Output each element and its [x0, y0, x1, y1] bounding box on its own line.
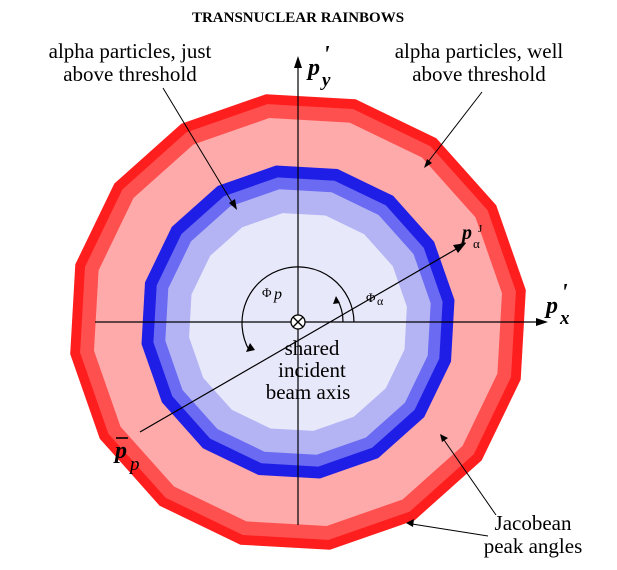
phi-alpha-arrowhead [333, 296, 340, 304]
label-beam-line3: beam axis [266, 380, 351, 404]
phi-alpha-main: Φ [366, 290, 376, 305]
phi-p-arc [241, 266, 355, 351]
label-well-above-line1: alpha particles, well [395, 39, 564, 63]
label-well-above-line2: above threshold [412, 62, 546, 86]
phi-alpha-sub: α [377, 294, 384, 308]
phi-p-sub: p [273, 286, 282, 303]
pointer-just-above [162, 87, 234, 205]
palpha-main: p [460, 222, 472, 244]
palpha-label: p α J [460, 222, 483, 251]
arrowhead-just-above [229, 199, 237, 210]
pp-main: p [113, 438, 127, 464]
palpha-arrowhead [453, 243, 466, 253]
phi-p-arrowhead [246, 343, 255, 352]
arrowhead-jacobean-blue [440, 434, 448, 442]
axes [95, 66, 538, 525]
phi-p-main: Φ [262, 285, 272, 300]
label-beam-line2: incident [278, 358, 346, 382]
arrowhead-well-above [424, 159, 432, 168]
beam-axis-symbol [290, 314, 306, 330]
pointer-jacobean-red [411, 523, 489, 537]
phi-alpha-label: Φ α [366, 290, 384, 308]
axis-arrowheads [294, 56, 548, 326]
py-arrowhead [294, 56, 302, 68]
palpha-sup: J [478, 223, 483, 235]
px-main: p [544, 293, 558, 319]
px-prime: ' [561, 280, 568, 306]
label-jacobean-line1: Jacobean [495, 511, 572, 535]
pointer-lines [162, 87, 497, 537]
py-axis-label: p ' y [306, 42, 331, 91]
py-prime: ' [323, 42, 330, 68]
label-beam-line1: shared [285, 336, 340, 360]
pointer-well-above [427, 91, 483, 163]
px-sub: x [559, 308, 570, 329]
label-jacobean-line2: peak angles [484, 534, 583, 558]
label-just-above-line1: alpha particles, just [49, 39, 212, 63]
phi-p-label: Φ p [262, 285, 282, 303]
diagram-title: TRANSNUCLEAR RAINBOWS [192, 10, 404, 26]
py-main: p [306, 55, 320, 81]
pointer-arrowheads [229, 159, 448, 527]
palpha-sub: α [473, 236, 480, 251]
pp-sub: p [128, 454, 140, 475]
px-axis-label: p ' x [544, 280, 570, 329]
px-arrowhead [536, 318, 548, 326]
diagonal-axis-line [139, 247, 459, 433]
pointer-jacobean-blue [443, 439, 497, 516]
py-sub: y [320, 70, 331, 91]
label-just-above-line2: above threshold [63, 62, 197, 86]
arrowhead-jacobean-red [406, 519, 414, 527]
pp-label: p p [113, 437, 140, 475]
